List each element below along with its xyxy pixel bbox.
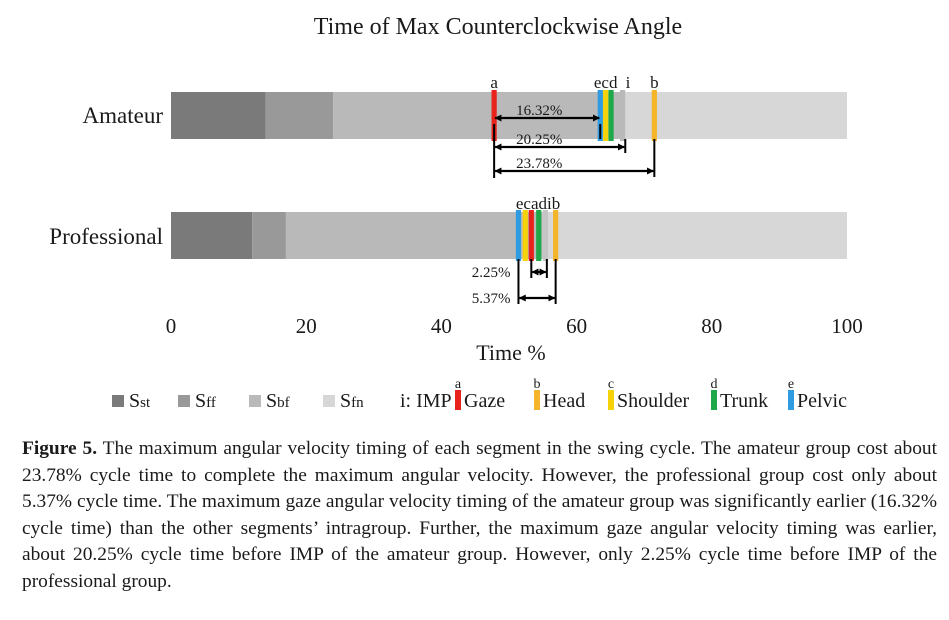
legend-key: a [455, 377, 462, 392]
figure-chart: Time of Max Counterclockwise Angle Amate… [49, 14, 863, 412]
legend-label: Trunk [720, 390, 768, 412]
phase-sst-bar [171, 212, 253, 259]
legend-key: e [788, 377, 794, 392]
legend-key: b [534, 377, 541, 392]
marker-c [522, 210, 528, 261]
legend-marker [711, 390, 717, 410]
interval-label: 2.25% [472, 265, 511, 281]
marker-b [651, 90, 657, 141]
row-label: Professional [49, 224, 163, 249]
marker-e [515, 210, 522, 261]
phase-sff-bar [265, 92, 334, 139]
legend-phase-ff: Sff [178, 390, 216, 412]
rows-layer: Amateur a ecd i b 16.32% 20.25% 23.78% Professio… [49, 73, 847, 307]
phase-sst-bar [171, 92, 266, 139]
x-tick-label: 20 [296, 314, 317, 338]
legend-phase-bf: Sbf [249, 390, 290, 412]
legend-marker [788, 390, 794, 410]
x-tick-label: 40 [431, 314, 452, 338]
figure-caption: Figure 5. The maximum angular velocity t… [22, 436, 937, 595]
caption-label: Figure 5. [22, 438, 98, 459]
legend-swatch [249, 395, 261, 407]
row-professional: Professional ecadib 2.25% 5.37% [49, 194, 847, 307]
marker-key-label: i [626, 73, 631, 92]
marker-i [542, 210, 549, 261]
legend-key: c [608, 377, 614, 392]
x-axis: 0 20 40 60 80 100 [166, 314, 863, 338]
legend-label: Sff [195, 390, 216, 412]
legend-label: Sbf [266, 390, 290, 412]
phase-sfn-bar [542, 212, 847, 259]
x-tick-label: 0 [166, 314, 177, 338]
x-tick-label: 100 [831, 314, 863, 338]
interval-label: 20.25% [516, 132, 562, 148]
phase-sff-bar [252, 212, 286, 259]
legend-label: Gaze [464, 390, 505, 412]
marker-e [597, 90, 603, 141]
x-tick-label: 80 [701, 314, 722, 338]
marker-b [553, 210, 559, 261]
marker-c [603, 90, 609, 141]
legend-label: Sfn [340, 390, 364, 412]
legend-key: d [711, 377, 718, 392]
phase-sfn-bar [623, 92, 847, 139]
legend-imp: i: IMP [400, 390, 452, 412]
row-amateur: Amateur a ecd i b 16.32% 20.25% 23.78% [83, 73, 847, 178]
phase-sbf-bar [333, 92, 624, 139]
marker-d [536, 210, 542, 261]
chart-title: Time of Max Counterclockwise Angle [314, 14, 682, 40]
x-axis-label: Time % [476, 340, 545, 365]
legend-marker [455, 390, 461, 410]
legend-marker [534, 390, 540, 410]
caption-text: The maximum angular velocity timing of e… [22, 438, 937, 592]
marker-d [608, 90, 614, 141]
row-label: Amateur [83, 103, 164, 128]
phase-sbf-bar [285, 212, 543, 259]
marker-a [528, 210, 534, 261]
legend-phase-st: Sst [112, 390, 151, 412]
interval-label: 5.37% [472, 291, 511, 307]
legend-phase-fn: Sfn [323, 390, 364, 412]
legend-label: Pelvic [797, 390, 847, 412]
legend-label: Sst [129, 390, 151, 412]
marker-key-label: a [490, 73, 498, 92]
legend-marker [608, 390, 614, 410]
marker-key-label: ecd [594, 73, 618, 92]
legend-swatch [178, 395, 190, 407]
marker-i [619, 90, 626, 141]
x-tick-label: 60 [566, 314, 587, 338]
marker-key-label: b [650, 73, 659, 92]
legend-label: Head [543, 390, 585, 412]
legend-swatch [112, 395, 124, 407]
interval-label: 23.78% [516, 156, 562, 172]
marker-key-label: ecadib [516, 194, 560, 213]
interval-label: 16.32% [516, 103, 562, 119]
legend-swatch [323, 395, 335, 407]
marker-a [491, 90, 497, 141]
legend-label: Shoulder [617, 390, 690, 412]
